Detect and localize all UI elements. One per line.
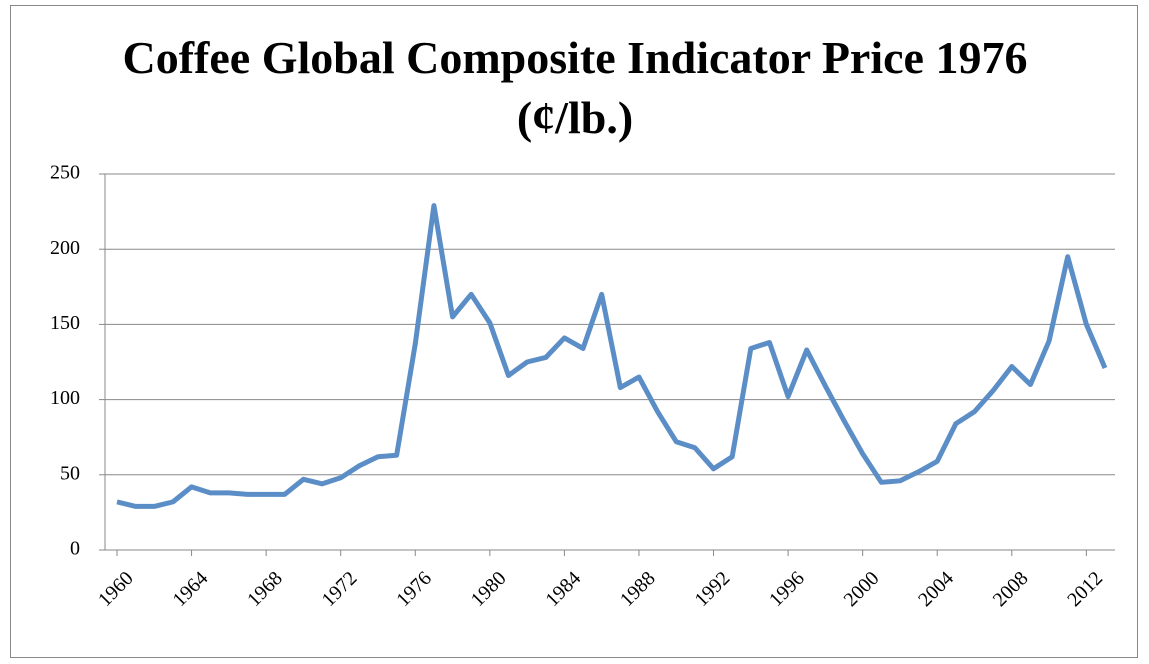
x-tick-label: 1972 bbox=[318, 567, 362, 611]
x-tick-label: 1996 bbox=[765, 567, 809, 611]
x-tick-label: 2000 bbox=[840, 567, 884, 611]
x-tick-label: 1984 bbox=[541, 567, 585, 611]
x-tick-label: 1960 bbox=[94, 567, 138, 611]
chart-frame bbox=[10, 5, 1138, 658]
y-tick-label: 100 bbox=[50, 387, 80, 409]
y-tick-label: 0 bbox=[70, 538, 80, 560]
x-tick-label: 1988 bbox=[616, 567, 660, 611]
y-tick-label: 50 bbox=[60, 462, 80, 484]
x-tick-label: 2004 bbox=[914, 567, 958, 611]
x-tick-label: 1968 bbox=[243, 567, 287, 611]
data-line bbox=[116, 203, 1108, 509]
y-tick-label: 150 bbox=[50, 312, 80, 334]
y-tick-label: 250 bbox=[50, 162, 80, 184]
chart-title: Coffee Global Composite Indicator Price … bbox=[122, 32, 1028, 143]
x-tick-label: 2008 bbox=[989, 567, 1033, 611]
x-tick-label: 1976 bbox=[392, 567, 436, 611]
x-tick-label: 1992 bbox=[690, 567, 734, 611]
x-tick-label: 1980 bbox=[467, 567, 511, 611]
x-tick-label: 1964 bbox=[169, 567, 213, 611]
x-tick-label: 2012 bbox=[1063, 567, 1107, 611]
y-tick-label: 200 bbox=[50, 237, 80, 259]
